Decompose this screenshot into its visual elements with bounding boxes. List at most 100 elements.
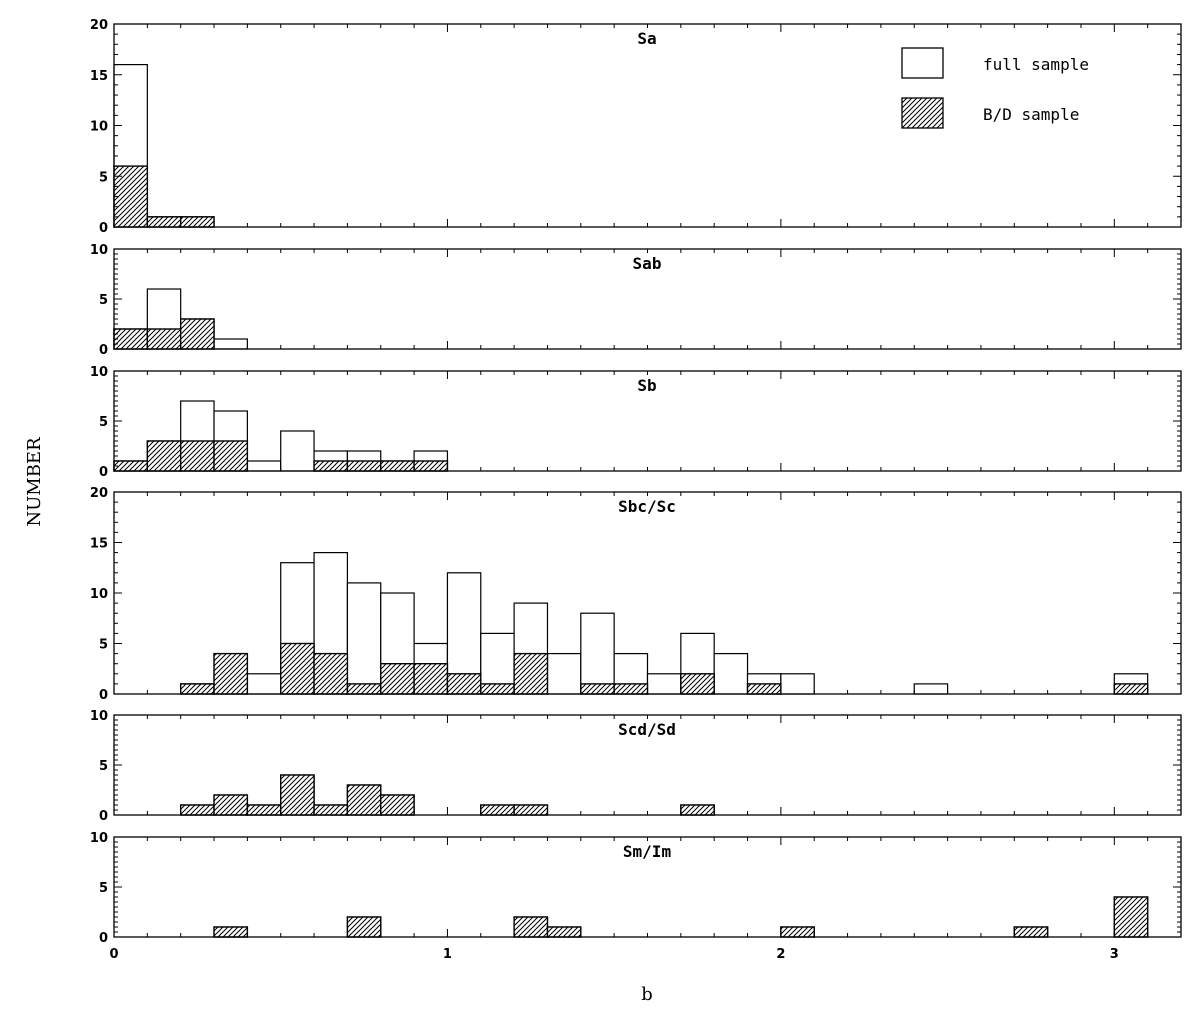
bar-bd-sample — [213, 794, 249, 816]
bar-bd-sample — [346, 784, 382, 816]
x-tick-label: 1 — [443, 947, 452, 962]
bar-bd-sample — [413, 460, 449, 472]
bar-bd-sample — [313, 652, 349, 695]
bar-bd-sample — [580, 683, 615, 695]
bar-full-sample — [213, 338, 248, 350]
y-tick-label: 10 — [90, 365, 108, 380]
panel-sbc-sc: 0 5 10 15 20 Sbc/Sc — [90, 486, 1182, 703]
x-axis-title: b — [641, 984, 653, 1005]
bar-bd-sample — [513, 916, 549, 938]
bar-full-sample — [913, 683, 949, 695]
bar-bd-sample — [313, 460, 349, 472]
bar-bd-sample — [513, 804, 549, 816]
bar-bd-sample — [313, 804, 349, 816]
y-tick-label: 15 — [90, 537, 108, 552]
panels-layer: 0 5 10 15 20 Sa 0 5 10 Sab 0 5 10 Sb 0 5 10 15 20 Sbc/Sc 0 5 1… — [90, 18, 1182, 946]
panel-label: Sm/Im — [623, 842, 672, 861]
y-tick-label: 10 — [90, 120, 108, 135]
bar-bd-sample — [413, 663, 449, 695]
bar-bd-sample — [446, 673, 482, 695]
bar-bd-sample — [280, 774, 315, 816]
y-tick-label: 10 — [90, 587, 108, 602]
panel-label: Sa — [637, 29, 656, 48]
legend: full sample B/D sample — [901, 47, 1089, 129]
bar-bd-sample — [213, 926, 249, 938]
y-tick-label: 5 — [99, 170, 108, 185]
panel-label: Sbc/Sc — [618, 497, 676, 516]
bar-full-sample — [780, 673, 815, 695]
bar-bd-sample — [179, 440, 215, 472]
y-tick-label: 10 — [90, 243, 108, 258]
y-tick-label: 10 — [90, 709, 108, 724]
bar-bd-sample — [680, 804, 715, 816]
bar-bd-sample — [380, 663, 415, 695]
x-tick-label: 3 — [1110, 947, 1119, 962]
bar-bd-sample — [1013, 926, 1049, 938]
legend-swatch-full-sample — [901, 47, 944, 79]
bar-bd-sample — [380, 794, 415, 816]
bar-bd-sample — [680, 673, 715, 695]
bar-bd-sample — [513, 652, 549, 695]
panel-sa: 0 5 10 15 20 Sa — [90, 18, 1182, 236]
y-tick-label: 0 — [99, 931, 108, 946]
bar-bd-sample — [213, 440, 249, 472]
bar-full-sample — [246, 460, 282, 472]
bar-full-sample — [346, 582, 382, 695]
y-tick-label: 20 — [90, 486, 108, 501]
legend-label-bd-sample: B/D sample — [983, 105, 1079, 124]
y-tick-label: 5 — [99, 638, 108, 653]
panel-label: Sb — [637, 376, 656, 395]
y-tick-label: 5 — [99, 881, 108, 896]
bar-bd-sample — [179, 804, 215, 816]
bar-bd-sample — [146, 216, 182, 228]
x-tick-label: 2 — [776, 947, 785, 962]
bar-bd-sample — [346, 683, 382, 695]
y-tick-label: 0 — [99, 343, 108, 358]
bar-bd-sample — [113, 460, 149, 472]
bar-bd-sample — [480, 804, 515, 816]
bar-bd-sample — [179, 216, 215, 228]
bar-bd-sample — [113, 328, 149, 350]
bar-bd-sample — [613, 683, 649, 695]
bar-full-sample — [713, 652, 749, 695]
y-tick-label: 5 — [99, 415, 108, 430]
y-axis-title: NUMBER — [24, 437, 45, 527]
bar-bd-sample — [179, 318, 215, 350]
bar-bd-sample — [146, 328, 182, 350]
y-tick-label: 20 — [90, 18, 108, 33]
y-tick-label: 15 — [90, 69, 108, 84]
panel-scd-sd: 0 5 10 Scd/Sd — [90, 709, 1182, 824]
bar-bd-sample — [179, 683, 215, 695]
bar-full-sample — [646, 673, 682, 695]
legend-swatch-bd-sample — [901, 97, 944, 129]
x-tick-label: 0 — [109, 947, 118, 962]
bar-bd-sample — [346, 916, 382, 938]
bar-full-sample — [546, 652, 582, 695]
bar-bd-sample — [280, 642, 315, 695]
bar-bd-sample — [246, 804, 282, 816]
y-tick-label: 0 — [99, 465, 108, 480]
y-tick-label: 0 — [99, 809, 108, 824]
panel-sab: 0 5 10 Sab — [90, 243, 1182, 358]
bar-bd-sample — [113, 165, 149, 228]
bar-bd-sample — [380, 460, 415, 472]
bar-bd-sample — [146, 440, 182, 472]
bar-bd-sample — [746, 683, 782, 695]
y-tick-label: 5 — [99, 759, 108, 774]
bar-bd-sample — [1113, 683, 1149, 695]
y-tick-label: 5 — [99, 293, 108, 308]
bar-bd-sample — [1113, 896, 1149, 938]
y-tick-label: 0 — [99, 221, 108, 236]
panel-label: Sab — [633, 254, 662, 273]
bar-full-sample — [280, 430, 315, 472]
bar-bd-sample — [346, 460, 382, 472]
bar-full-sample — [580, 612, 615, 695]
y-tick-label: 0 — [99, 688, 108, 703]
bar-full-sample — [246, 673, 282, 695]
x-axis: 0 1 2 3 — [109, 947, 1118, 962]
panel-label: Scd/Sd — [618, 720, 676, 739]
y-tick-label: 10 — [90, 831, 108, 846]
legend-label-full-sample: full sample — [983, 55, 1089, 74]
panel-sm-im: 0 5 10 Sm/Im — [90, 831, 1182, 946]
